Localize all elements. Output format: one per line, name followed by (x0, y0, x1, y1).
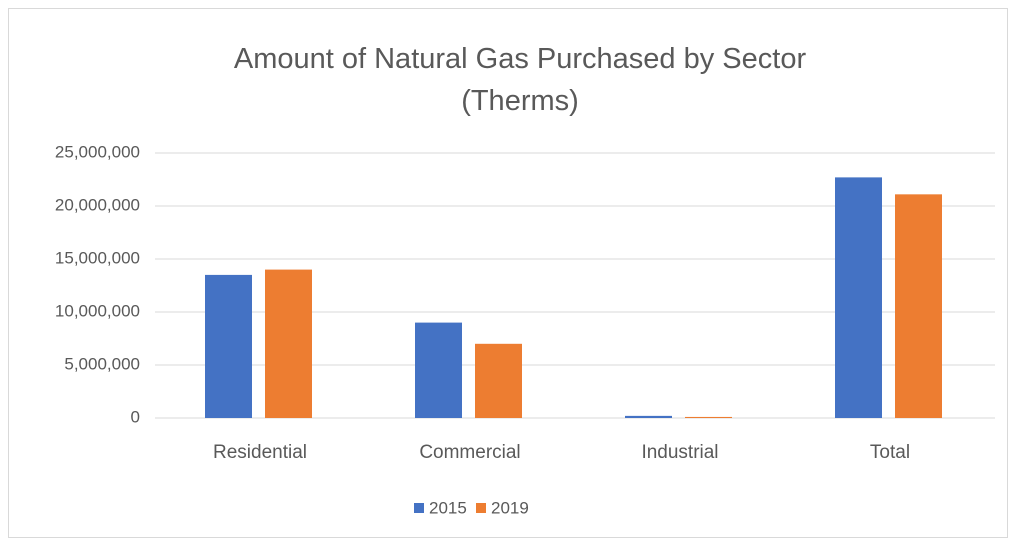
bar (205, 274, 252, 418)
bar (265, 269, 312, 418)
y-tick-label: 20,000,000 (55, 195, 140, 214)
bar (625, 415, 672, 418)
legend-label: 2019 (491, 498, 529, 517)
y-tick-label: 10,000,000 (55, 301, 140, 320)
y-tick-label: 25,000,000 (55, 142, 140, 161)
x-tick-label: Industrial (641, 442, 718, 463)
chart-title: Amount of Natural Gas Purchased by Secto… (233, 43, 807, 117)
y-tick-label: 5,000,000 (64, 354, 140, 373)
bar (415, 322, 462, 418)
bar (835, 177, 882, 418)
x-tick-label: Total (870, 442, 910, 463)
bar (895, 194, 942, 418)
bar (475, 343, 522, 418)
legend-swatch (476, 503, 486, 513)
bar (685, 416, 732, 418)
x-tick-label: Residential (213, 442, 307, 463)
legend-label: 2015 (429, 498, 467, 517)
x-tick-label: Commercial (419, 442, 520, 463)
y-tick-label: 15,000,000 (55, 248, 140, 267)
y-tick-label: 0 (131, 407, 140, 426)
legend-swatch (414, 503, 424, 513)
